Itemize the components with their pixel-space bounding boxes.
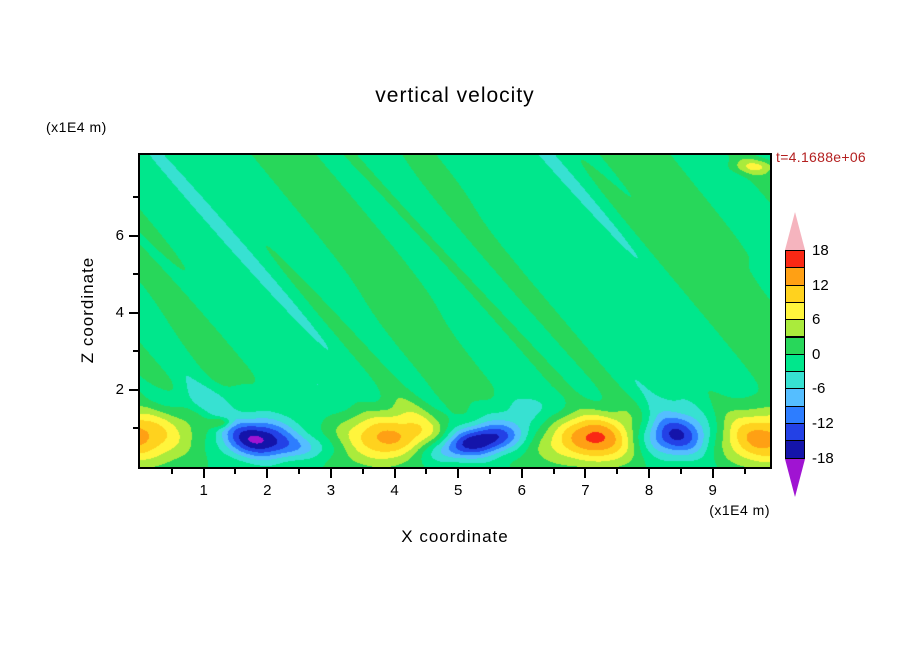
colorbar-top-arrow: [785, 212, 805, 250]
z-axis-minor-tick: [133, 350, 138, 353]
y-axis-unit-label: (x1E4 m): [46, 119, 107, 135]
x-axis-major-tick: [457, 469, 460, 478]
colorbar-tick-label: 18: [812, 242, 829, 259]
x-axis-major-tick: [711, 469, 714, 478]
colorbar-tick-label: -18: [812, 449, 834, 467]
x-axis-minor-tick: [170, 469, 173, 474]
colorbar-band: [785, 319, 805, 338]
x-axis-major-tick: [520, 469, 523, 478]
x-axis-title: X coordinate: [401, 527, 509, 546]
x-axis-minor-tick: [552, 469, 555, 474]
x-axis-minor-tick: [425, 469, 428, 474]
z-axis-minor-tick: [133, 196, 138, 199]
x-axis-major-tick: [393, 469, 396, 478]
plot-frame: [138, 153, 772, 469]
x-axis-tick-label: 5: [454, 482, 463, 499]
x-axis-major-tick: [329, 469, 332, 478]
colorbar-band: [785, 405, 805, 424]
z-axis-major-tick: [129, 311, 138, 314]
colorbar-band: [785, 388, 805, 407]
x-axis-minor-tick: [616, 469, 619, 474]
x-axis-major-tick: [648, 469, 651, 478]
colorbar-tick-label: 6: [812, 311, 821, 329]
z-axis-tick-label: 6: [115, 226, 124, 244]
colorbar-band: [785, 423, 805, 442]
colorbar-band: [785, 284, 805, 303]
x-axis-major-tick: [584, 469, 587, 478]
x-axis-minor-tick: [361, 469, 364, 474]
colorbar-band: [785, 371, 805, 390]
colorbar-band: [785, 336, 805, 355]
colorbar-tick-label: 12: [812, 276, 829, 294]
x-axis-tick-label: 2: [263, 482, 272, 499]
x-axis-major-tick: [202, 469, 205, 478]
z-axis-minor-tick: [133, 273, 138, 276]
x-axis-unit-label: (x1E4 m): [709, 502, 770, 518]
x-axis-tick-label: 1: [199, 482, 208, 499]
x-axis-minor-tick: [298, 469, 301, 474]
x-axis-tick-label: 8: [644, 482, 654, 499]
x-axis-tick-label: 7: [581, 482, 590, 499]
z-axis-minor-tick: [133, 427, 138, 430]
colorbar-bottom-arrow: [785, 458, 805, 497]
colorbar-tick-label: 0: [812, 345, 821, 363]
x-axis-major-tick: [266, 469, 269, 478]
time-label: t=4.1688e+06: [776, 149, 867, 165]
chart-title: vertical velocity: [375, 84, 535, 107]
x-axis-minor-tick: [679, 469, 682, 474]
x-axis-tick-label: 4: [390, 482, 399, 499]
colorbar-tick-label: -12: [812, 415, 834, 432]
x-axis-tick-label: 3: [326, 482, 336, 499]
x-axis-minor-tick: [489, 469, 491, 474]
colorbar-band: [785, 267, 805, 286]
colorbar-band: [785, 353, 805, 373]
colorbar-band: [785, 440, 805, 459]
z-axis-tick-label: 2: [115, 380, 124, 398]
colorbar-tick-label: -6: [812, 380, 826, 398]
x-axis-minor-tick: [743, 469, 746, 474]
z-axis-tick-label: 4: [115, 303, 124, 321]
contour-field: [140, 155, 770, 467]
z-axis-major-tick: [129, 234, 138, 237]
x-axis-minor-tick: [234, 469, 237, 474]
x-axis-tick-label: 9: [708, 482, 717, 499]
x-axis-tick-label: 6: [517, 482, 526, 499]
colorbar-band: [785, 301, 805, 321]
colorbar-band: [785, 250, 805, 269]
z-axis-major-tick: [129, 388, 138, 391]
